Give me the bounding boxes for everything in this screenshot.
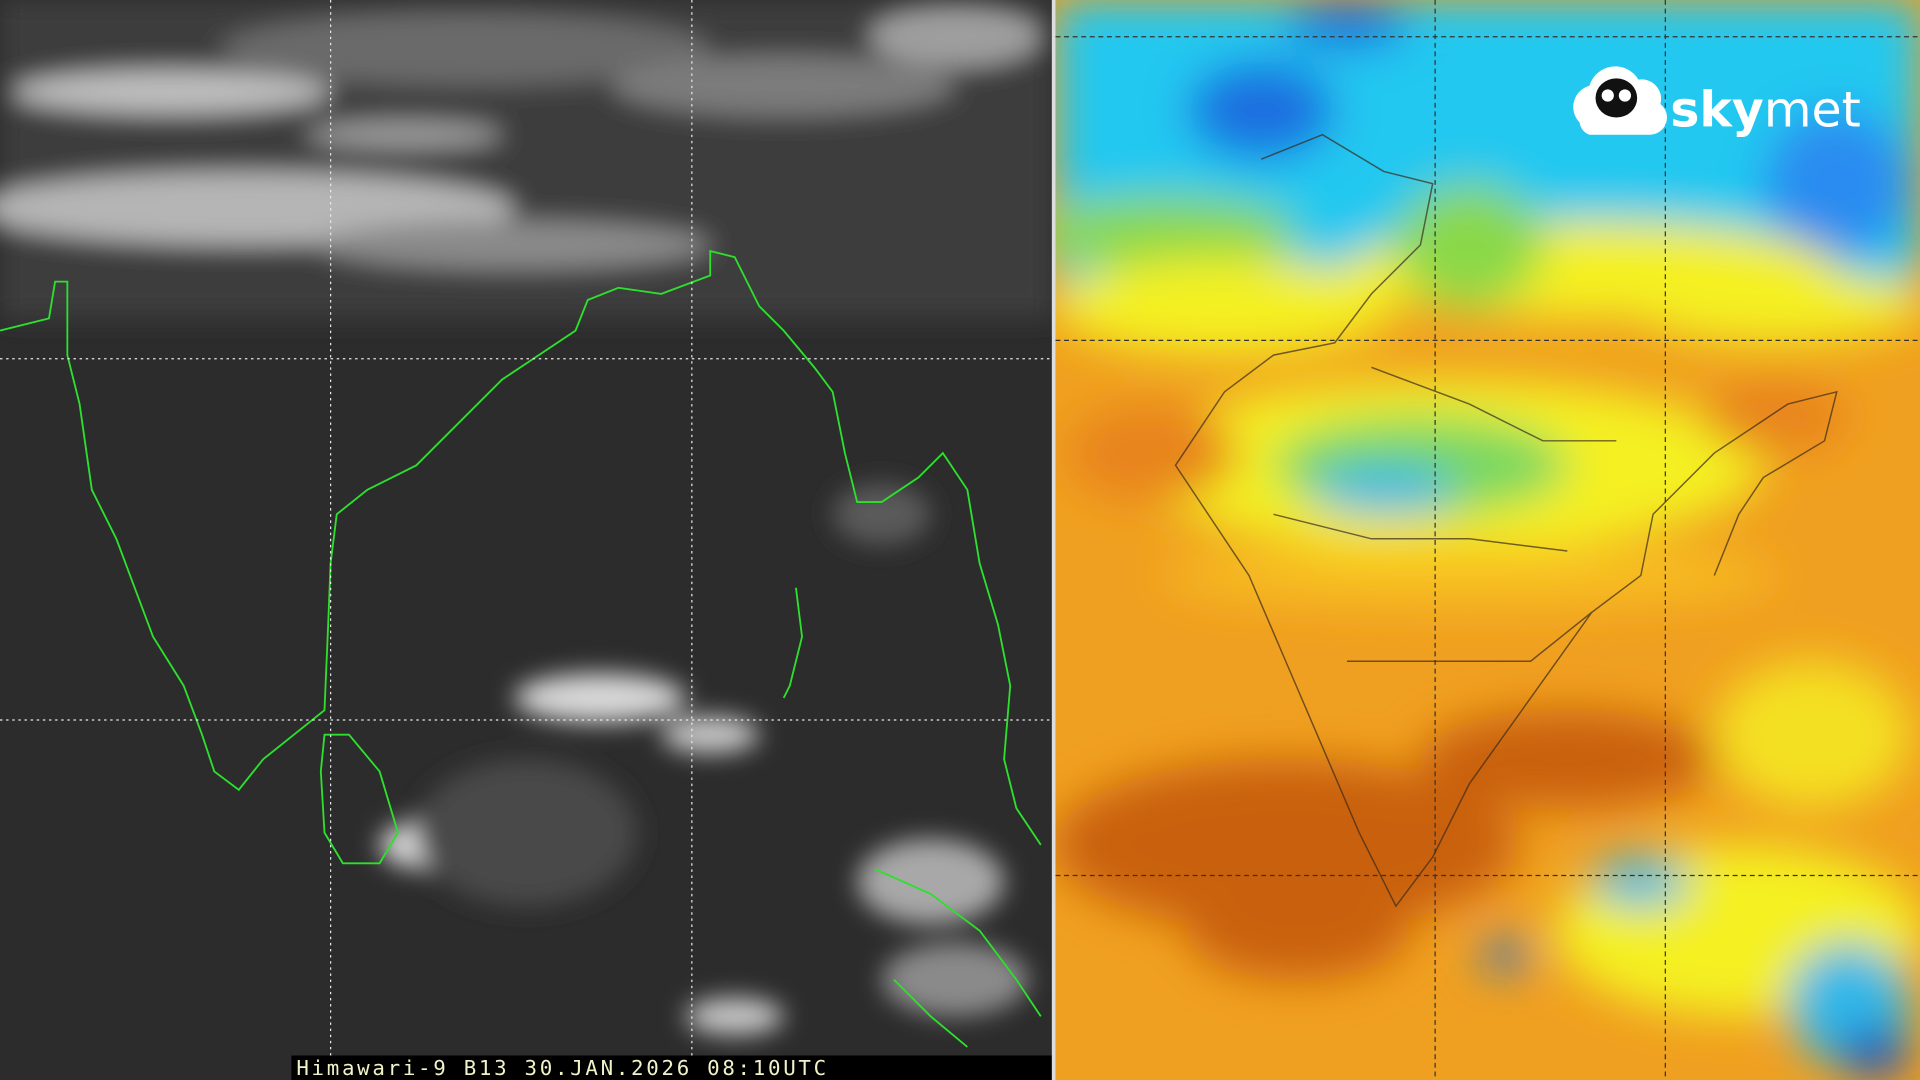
left-panel: Himawari-9 B13 30.JAN.2026 08:10UTC <box>0 0 1054 1080</box>
caption: Himawari-9 B13 30.JAN.2026 08:10UTC <box>296 1056 829 1080</box>
coastline <box>0 249 1042 1048</box>
logo: skymet <box>1573 66 1861 138</box>
logo-light: met <box>1764 81 1861 138</box>
divider <box>1051 0 1056 1080</box>
temperature-colours <box>1055 0 1920 1078</box>
caption-bar <box>291 1055 1054 1080</box>
grid <box>1055 0 1920 1080</box>
logo-eye <box>1601 89 1614 102</box>
logo-bold: sky <box>1670 81 1764 138</box>
logo-owl <box>1595 78 1638 118</box>
logo-text: skymet <box>1670 81 1861 138</box>
logo-eye <box>1618 89 1632 102</box>
borders <box>1174 133 1838 908</box>
clouds <box>0 0 1054 1035</box>
right-panel: skymet <box>1055 0 1920 1080</box>
grid <box>0 0 1054 1056</box>
